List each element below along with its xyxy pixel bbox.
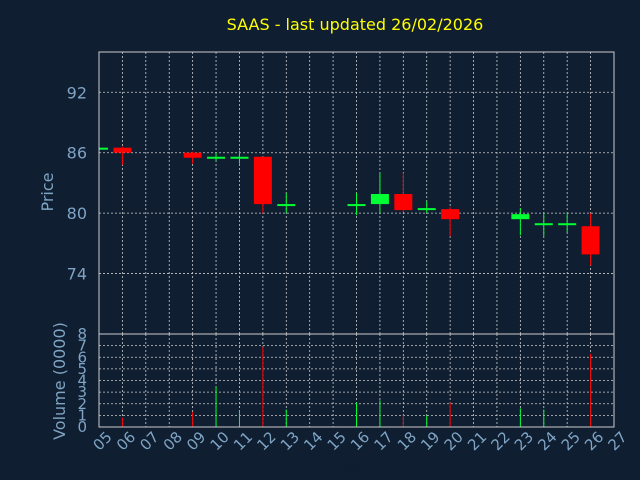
candle-body	[558, 223, 577, 226]
volume-tick-label: 8	[77, 325, 87, 343]
chart-title: SAAS - last updated 26/02/2026	[227, 15, 484, 34]
volume-tick-label: 2	[77, 395, 87, 413]
price-tick-label: 92	[67, 83, 87, 102]
volume-plot-frame	[98, 333, 615, 428]
volume-tick-label: 1	[77, 406, 87, 424]
price-tick-label: 86	[67, 144, 87, 163]
candle-body	[230, 156, 249, 159]
volume-tick-label: 6	[77, 348, 87, 366]
candle-body	[441, 209, 460, 220]
price-tick-labels: 74 80 86 92	[67, 83, 87, 283]
x-tick-labels: 0506070809101112131415161718192021222324…	[90, 428, 631, 454]
candle-body	[99, 147, 108, 150]
volume-tick-label: 7	[77, 337, 87, 355]
volume-tick-label: 0	[77, 418, 87, 436]
candles	[98, 146, 600, 266]
volume-tick-label: 5	[77, 360, 87, 378]
price-axis-label: Price	[38, 172, 57, 211]
candle-body	[207, 156, 226, 159]
candle-body	[113, 147, 132, 153]
candle-body	[511, 214, 530, 220]
price-tick-label: 74	[67, 265, 87, 284]
candle-body	[183, 152, 202, 158]
candle-body	[417, 208, 436, 211]
price-tick-label: 80	[67, 204, 87, 223]
candle-body	[370, 194, 389, 205]
candle-body	[534, 223, 553, 226]
volume-tick-label: 4	[77, 372, 87, 390]
candle-body	[347, 204, 366, 207]
candle-body	[394, 194, 413, 211]
x-axis-label: Day	[333, 459, 361, 475]
volume-tick-label: 3	[77, 383, 87, 401]
candle-body	[277, 204, 296, 207]
volume-axis-label: Volume (0000)	[50, 322, 69, 440]
candle-body	[581, 226, 600, 255]
candle-body	[253, 156, 272, 205]
volume-bars	[98, 346, 592, 427]
